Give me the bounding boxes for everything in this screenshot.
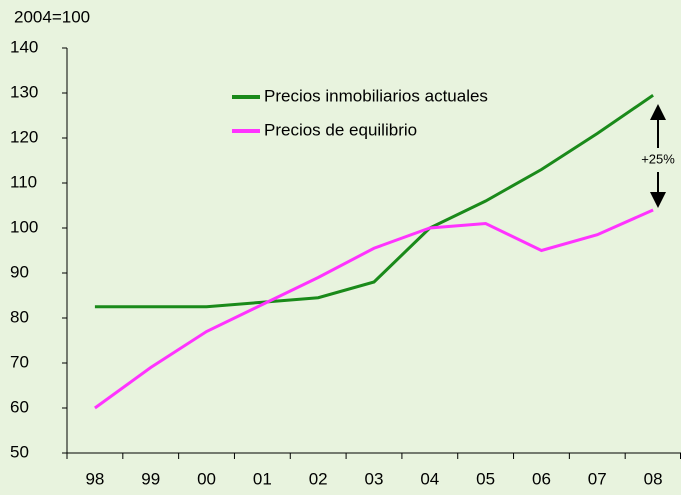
- y-axis-label: 2004=100: [14, 7, 90, 26]
- y-tick-label: 90: [10, 262, 29, 281]
- y-tick-label: 140: [10, 37, 38, 56]
- y-tick-label: 60: [10, 397, 29, 416]
- annotation: +25%: [641, 151, 675, 166]
- x-tick-label: 03: [365, 469, 384, 488]
- x-tick-label: 00: [197, 469, 216, 488]
- x-tick-label: 01: [253, 469, 272, 488]
- y-tick-label: 80: [10, 307, 29, 326]
- x-tick-label: 06: [532, 469, 551, 488]
- x-tick-label: 05: [476, 469, 495, 488]
- y-tick-label: 100: [10, 217, 38, 236]
- legend-label: Precios de equilibrio: [264, 120, 417, 139]
- y-tick-label: 50: [10, 442, 29, 461]
- legend-label: Precios inmobiliarios actuales: [264, 86, 488, 105]
- y-tick-label: 110: [10, 172, 37, 191]
- y-tick-label: 120: [10, 127, 38, 146]
- y-tick-label: 130: [10, 82, 38, 101]
- y-tick-label: 70: [10, 352, 29, 371]
- x-tick-label: 04: [420, 469, 439, 488]
- x-tick-label: 07: [588, 469, 607, 488]
- series-line: [94, 208, 654, 410]
- series-line: [94, 94, 654, 309]
- x-tick-label: 99: [141, 469, 160, 488]
- x-tick-label: 02: [309, 469, 328, 488]
- x-tick-label: 08: [644, 469, 663, 488]
- x-tick-label: 98: [85, 469, 104, 488]
